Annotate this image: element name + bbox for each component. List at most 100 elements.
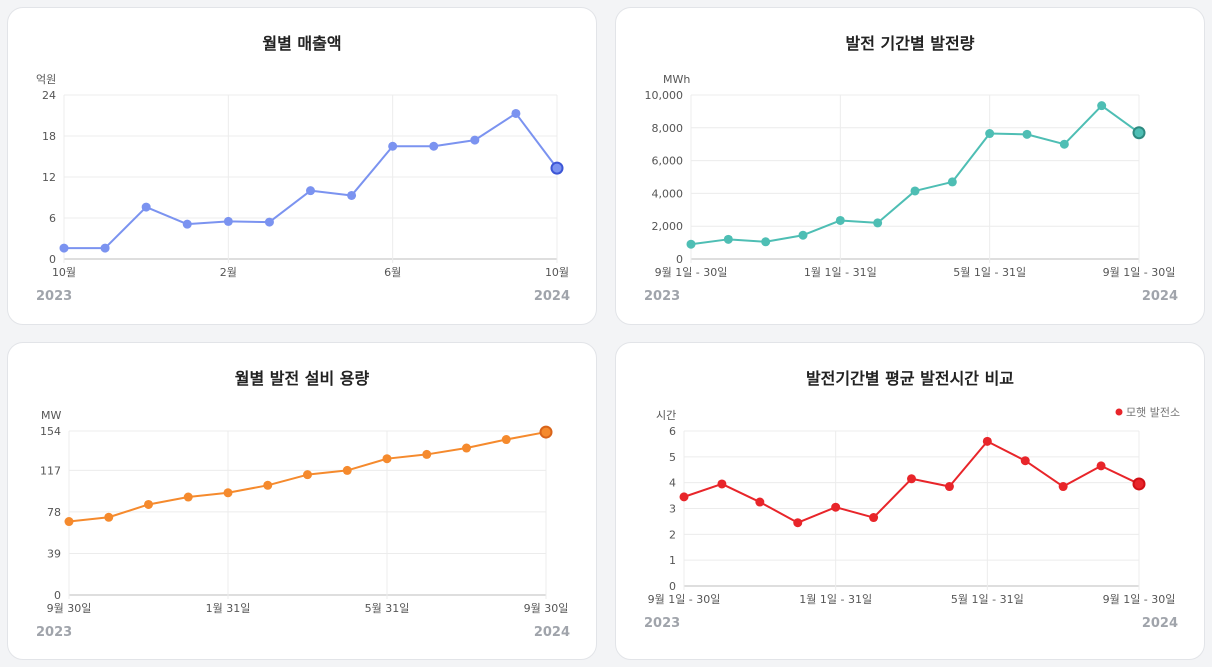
data-point	[831, 502, 841, 512]
data-point	[947, 177, 957, 187]
y-tick-label: 8,000	[652, 122, 684, 135]
x-tick-label: 9월 30일	[47, 601, 92, 615]
year-end-label: 2024	[534, 289, 570, 304]
year-end-label: 2024	[1142, 289, 1178, 304]
data-point	[470, 135, 480, 145]
data-point	[100, 243, 110, 253]
x-tick-label: 6월	[384, 266, 401, 279]
data-point	[59, 243, 69, 253]
y-tick-label: 1	[669, 554, 676, 567]
data-point	[382, 454, 392, 464]
revenue-chart-card: 월별 매출액 24 18 12 6 0 10월 2월 6월 10월 억원 2023 2024	[7, 7, 597, 325]
data-point	[347, 190, 357, 200]
data-point	[1020, 456, 1030, 466]
year-start-label: 2023	[644, 616, 680, 631]
x-tick-label: 1월 1일 - 31일	[799, 592, 872, 606]
y-tick-label: 5	[669, 451, 676, 464]
y-tick-label: 4	[669, 477, 676, 490]
y-tick-label: 3	[669, 503, 676, 516]
year-end-label: 2024	[534, 625, 570, 640]
data-point-latest	[1132, 126, 1146, 140]
data-point	[303, 470, 312, 480]
y-tick-label: 6,000	[652, 155, 684, 168]
x-tick-label: 2월	[220, 266, 237, 279]
data-point	[501, 435, 511, 445]
y-tick-label: 2	[669, 528, 676, 541]
x-tick-label: 9월 1일 - 30일	[1103, 592, 1176, 606]
data-point	[717, 479, 727, 489]
data-point	[223, 488, 233, 498]
chart-title: 월별 발전 설비 용량	[234, 369, 370, 388]
capacity-chart-card: 월별 발전 설비 용량 154 117 78 39 0 9월 30일 1월 31일 5월 31…	[7, 342, 597, 660]
data-point	[429, 141, 439, 151]
y-axis-unit: MWh	[663, 73, 690, 86]
y-tick-label: 12	[42, 171, 56, 184]
data-point	[1096, 461, 1106, 471]
series-line	[64, 112, 558, 250]
y-tick-label: 6	[49, 212, 56, 225]
y-tick-label: 4,000	[652, 187, 684, 200]
data-point	[1058, 482, 1068, 492]
data-point	[723, 234, 733, 244]
year-start-label: 2023	[36, 625, 72, 640]
data-point	[64, 517, 74, 527]
data-point	[104, 512, 114, 522]
x-tick-label: 9월 1일 - 30일	[648, 592, 721, 606]
data-point	[462, 443, 471, 453]
x-tick-label: 10월	[545, 266, 569, 279]
x-tick-label: 9월 1일 - 30일	[1103, 265, 1176, 279]
data-point	[1059, 139, 1069, 149]
y-tick-label: 78	[47, 506, 61, 519]
data-point	[835, 215, 845, 225]
data-point	[1097, 101, 1107, 111]
y-tick-label: 154	[40, 425, 61, 438]
data-point	[264, 217, 274, 227]
year-end-label: 2024	[1142, 616, 1178, 631]
data-point	[907, 474, 916, 484]
y-tick-label: 0	[49, 253, 56, 266]
data-point	[793, 518, 803, 528]
data-point	[183, 492, 193, 502]
y-tick-label: 0	[54, 589, 61, 602]
data-point	[511, 108, 521, 118]
y-tick-label: 24	[42, 89, 56, 102]
year-start-label: 2023	[644, 289, 680, 304]
data-point	[873, 218, 883, 228]
y-tick-label: 0	[669, 580, 676, 593]
chart-title: 월별 매출액	[262, 34, 342, 53]
generation-chart-card: 발전 기간별 발전량 10,000 8,000 6,000 4,000 2,000 0 9월…	[615, 7, 1205, 325]
data-point	[1022, 129, 1032, 139]
data-point	[388, 141, 398, 151]
x-tick-label: 5월 1일 - 31일	[951, 592, 1024, 606]
chart-title: 발전기간별 평균 발전시간 비교	[805, 369, 1015, 388]
data-point-latest	[539, 425, 553, 439]
y-tick-label: 2,000	[652, 220, 684, 233]
data-point	[144, 499, 153, 509]
data-point	[223, 216, 233, 226]
y-tick-label: 117	[40, 464, 61, 477]
data-point	[686, 239, 696, 249]
data-point	[141, 202, 151, 212]
y-axis-unit: 시간	[656, 409, 676, 422]
data-point	[985, 129, 995, 139]
y-axis-unit: MW	[41, 409, 61, 422]
legend-label: 모햇 발전소	[1126, 406, 1180, 419]
data-point	[869, 513, 879, 523]
data-point	[306, 186, 315, 196]
y-tick-label: 0	[676, 253, 683, 266]
x-tick-label: 1월 31일	[206, 601, 251, 615]
data-point	[944, 482, 954, 492]
data-point	[679, 492, 689, 502]
data-point	[263, 480, 273, 490]
data-point	[755, 497, 765, 507]
data-point	[422, 449, 432, 459]
x-tick-label: 5월 1일 - 31일	[953, 265, 1026, 279]
x-tick-label: 10월	[52, 266, 76, 279]
y-tick-label: 18	[42, 130, 56, 143]
data-point-latest	[550, 161, 564, 175]
data-point	[342, 465, 352, 475]
y-axis-unit: 억원	[36, 73, 56, 86]
